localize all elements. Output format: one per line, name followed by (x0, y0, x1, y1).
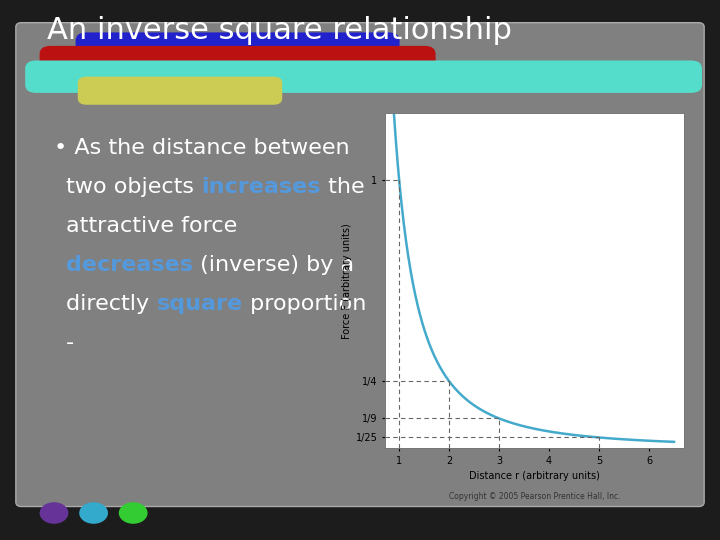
Text: An inverse square relationship: An inverse square relationship (47, 16, 512, 45)
FancyBboxPatch shape (25, 60, 702, 93)
Text: two objects: two objects (66, 177, 202, 197)
FancyBboxPatch shape (76, 32, 400, 65)
Text: (inverse) by a: (inverse) by a (193, 255, 354, 275)
Y-axis label: Force F (arbitrary units): Force F (arbitrary units) (341, 223, 351, 339)
Text: proportion: proportion (243, 294, 366, 314)
Circle shape (79, 502, 108, 524)
Text: increases: increases (202, 177, 321, 197)
Text: -: - (66, 333, 74, 353)
FancyBboxPatch shape (78, 77, 282, 105)
FancyBboxPatch shape (40, 46, 436, 78)
X-axis label: Distance r (arbitrary units): Distance r (arbitrary units) (469, 471, 600, 481)
Text: • As the distance between: • As the distance between (54, 138, 350, 158)
Text: Copyright © 2005 Pearson Prentice Hall, Inc.: Copyright © 2005 Pearson Prentice Hall, … (449, 492, 621, 501)
Text: attractive force: attractive force (66, 216, 238, 236)
Text: the: the (321, 177, 364, 197)
Text: decreases: decreases (66, 255, 193, 275)
Circle shape (119, 502, 148, 524)
Text: directly: directly (66, 294, 156, 314)
Text: square: square (156, 294, 243, 314)
Circle shape (40, 502, 68, 524)
FancyBboxPatch shape (16, 23, 704, 507)
